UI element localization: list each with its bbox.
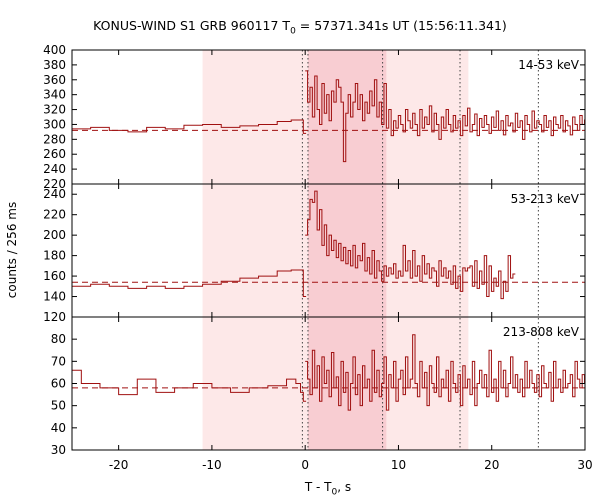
y-tick-label: 180 (43, 249, 66, 263)
y-tick-label: 400 (43, 43, 66, 57)
chart-title-suffix: = 57371.341s UT (15:56:11.341) (295, 18, 507, 33)
y-tick-label: 240 (43, 187, 66, 201)
x-tick-label: 10 (391, 458, 406, 472)
panel-2: 30 40 50 60 70 80 213-808 keV (51, 316, 586, 457)
y-tick-label: 50 (51, 399, 66, 413)
light-curve-series-0 (72, 269, 307, 298)
energy-band-label: 53-213 keV (511, 192, 580, 206)
y-tick-label: 260 (43, 147, 66, 161)
x-axis-label: T - T0, s (305, 480, 351, 497)
y-tick-label: 120 (43, 310, 66, 324)
y-tick-label: 200 (43, 228, 66, 242)
energy-band-label: 14-53 keV (518, 58, 580, 72)
y-tick-label: 280 (43, 132, 66, 146)
y-tick-label: 240 (43, 162, 66, 176)
light-curve-series-1 (305, 190, 516, 300)
chart-title-subscript: 0 (290, 26, 296, 37)
y-tick-label: 160 (43, 269, 66, 283)
light-curve-series-1 (305, 70, 585, 163)
y-tick-label: 300 (43, 117, 66, 131)
y-tick-label: 60 (51, 377, 66, 391)
y-tick-label: 220 (43, 177, 66, 191)
y-tick-label: 360 (43, 73, 66, 87)
y-tick-label: 320 (43, 103, 66, 117)
x-axis-label-prefix: T - T (304, 480, 332, 494)
y-tick-label: 30 (51, 443, 66, 457)
x-tick-label: -20 (109, 458, 129, 472)
light-curve-series-0 (72, 369, 307, 402)
y-tick-label: 80 (51, 332, 66, 346)
light-curve-series-0 (72, 119, 307, 134)
x-tick-label: 20 (484, 458, 499, 472)
y-tick-label: 340 (43, 88, 66, 102)
y-tick-label: 140 (43, 290, 66, 304)
x-tick-label: 30 (577, 458, 592, 472)
x-axis-label-suffix: , s (337, 480, 352, 494)
x-tick-label: 0 (301, 458, 309, 472)
chart-title: KONUS-WIND S1 GRB 960117 T0 = 57371.341s… (0, 18, 600, 37)
y-tick-label: 70 (51, 354, 66, 368)
light-curve-series-1 (305, 334, 585, 411)
y-tick-label: 40 (51, 421, 66, 435)
y-tick-label: 220 (43, 208, 66, 222)
panel-1: 120 140 160 180 200 220 240 53-213 keV (43, 183, 586, 324)
y-tick-label: 380 (43, 58, 66, 72)
x-tick-label: -10 (202, 458, 222, 472)
chart-title-prefix: KONUS-WIND S1 GRB 960117 T (93, 18, 291, 33)
energy-band-label: 213-808 keV (503, 325, 580, 339)
x-axis-label-subscript: 0 (331, 487, 338, 498)
